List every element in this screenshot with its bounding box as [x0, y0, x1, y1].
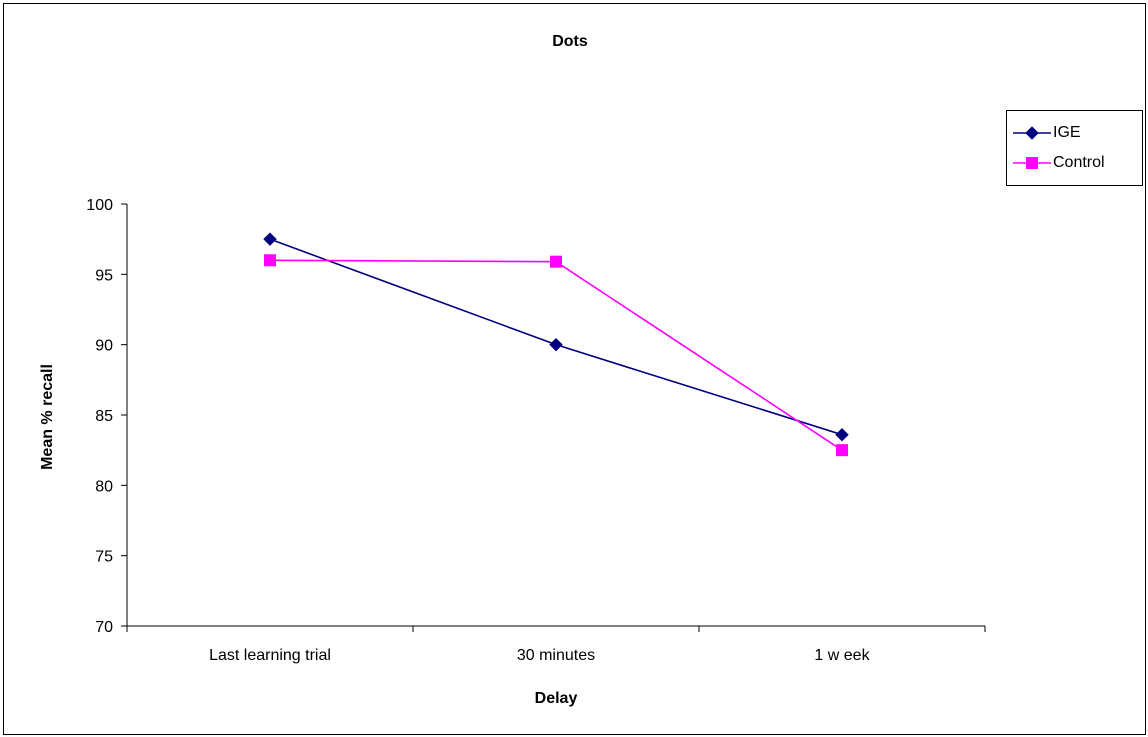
y-tick-label: 95: [95, 267, 113, 284]
legend-label: IGE: [1053, 124, 1081, 141]
series-ige: [263, 232, 849, 442]
legend-swatch-control: [1013, 157, 1051, 169]
legend-item-ige: IGE: [1013, 121, 1081, 145]
data-point-control: [550, 255, 562, 268]
x-tick-label: 30 minutes: [517, 647, 595, 664]
y-tick-label: 75: [95, 549, 113, 566]
legend-label: Control: [1053, 154, 1105, 171]
legend-item-control: Control: [1013, 151, 1105, 175]
legend: IGE Control: [1006, 110, 1143, 186]
series-line-ige: [269, 238, 843, 436]
data-point-ige: [835, 427, 849, 442]
x-tick-label: 1 w eek: [814, 647, 870, 664]
legend-marker: [1026, 157, 1038, 169]
series-control: [264, 254, 848, 457]
y-tick-label: 70: [95, 619, 113, 636]
data-point-control: [264, 254, 276, 267]
y-tick-label: 90: [95, 338, 113, 355]
y-tick-label: 80: [95, 478, 113, 495]
legend-swatch-ige: [1013, 126, 1051, 140]
x-axis-label: Delay: [535, 690, 578, 707]
x-tick-label: Last learning trial: [209, 647, 331, 664]
chart-title: Dots: [552, 33, 588, 50]
data-point-ige: [263, 232, 277, 246]
series-line-control: [269, 259, 843, 451]
legend-marker: [1025, 126, 1039, 140]
y-axis-label: Mean % recall: [39, 364, 56, 470]
y-tick-label: 85: [95, 408, 113, 425]
data-point-ige: [549, 337, 563, 352]
y-tick-label: 100: [86, 197, 113, 214]
chart-area: [3, 3, 1146, 735]
data-point-control: [836, 444, 848, 457]
